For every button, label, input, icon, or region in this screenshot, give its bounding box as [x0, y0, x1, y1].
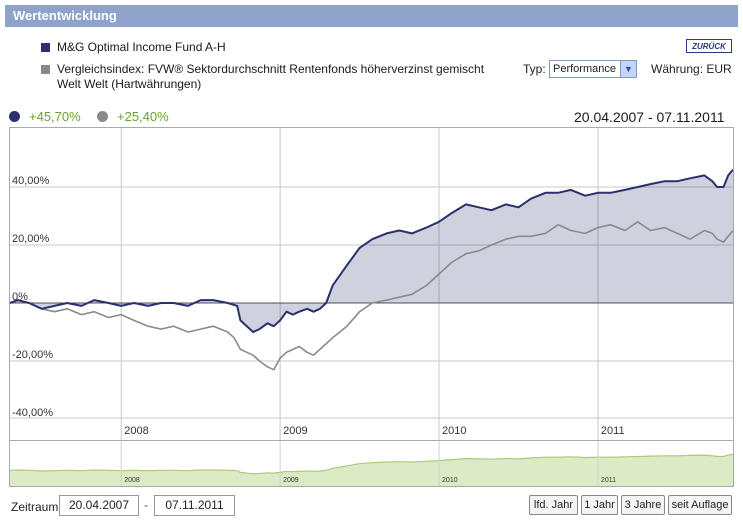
main-chart[interactable]: 40,00% 20,00% 0% -20,00% -40,00% 2008 2009 2010… — [9, 127, 734, 441]
index-legend-label-line1: Vergleichsindex: FVW® Sektordurchschnitt… — [57, 62, 485, 76]
range-button-lfd-jahr[interactable]: lfd. Jahr — [529, 495, 578, 515]
main-chart-svg: 40,00% 20,00% 0% -20,00% -40,00% 2008 2009 2010… — [10, 128, 733, 440]
x-tick-label: 2011 — [601, 425, 625, 437]
chevron-down-icon[interactable]: ▼ — [620, 61, 636, 77]
currency-label: Währung: EUR — [651, 62, 732, 76]
x-tick-label: 2009 — [283, 425, 307, 437]
index-performance-dot — [97, 111, 108, 122]
fund-series-line — [10, 168, 733, 333]
type-select[interactable]: Performance ▼ — [549, 60, 637, 78]
x-axis-band — [10, 418, 733, 440]
index-series-line — [10, 221, 733, 371]
navigator-tick-label: 2008 — [124, 477, 140, 484]
x-tick-label: 2008 — [124, 425, 148, 437]
panel-title: Wertentwicklung — [5, 5, 738, 27]
zeitraum-label: Zeitraum: — [11, 500, 62, 514]
fund-area-fill — [10, 169, 733, 332]
date-to-input[interactable]: 07.11.2011 — [154, 495, 235, 516]
fund-legend-label: M&G Optimal Income Fund A-H — [57, 40, 226, 54]
fund-performance-dot — [9, 111, 20, 122]
y-tick-label: -40,00% — [12, 407, 53, 419]
date-separator: - — [144, 498, 148, 512]
navigator-chart[interactable]: 2008 2009 2010 2011 — [9, 441, 734, 487]
navigator-chart-svg: 2008 2009 2010 2011 — [10, 441, 733, 486]
y-tick-label: 20,00% — [12, 233, 50, 245]
navigator-line — [10, 453, 733, 475]
fund-legend-swatch — [41, 43, 50, 52]
fund-performance-value: +45,70% — [29, 109, 81, 124]
navigator-area — [10, 454, 733, 486]
y-tick-label: 0% — [12, 291, 28, 303]
back-button[interactable]: ZURÜCK — [686, 39, 732, 53]
range-button-seit-auflage[interactable]: seit Auflage — [668, 495, 732, 515]
date-range-label: 20.04.2007 - 07.11.2011 — [574, 109, 725, 125]
type-label: Typ: — [523, 62, 546, 76]
range-button-1-jahr[interactable]: 1 Jahr — [581, 495, 618, 515]
x-tick-label: 2010 — [442, 425, 466, 437]
range-button-3-jahre[interactable]: 3 Jahre — [621, 495, 665, 515]
navigator-tick-label: 2009 — [283, 477, 299, 484]
navigator-tick-label: 2010 — [442, 477, 458, 484]
navigator-tick-label: 2011 — [601, 477, 616, 484]
index-performance-value: +25,40% — [117, 109, 169, 124]
index-legend-swatch — [41, 65, 50, 74]
y-tick-label: 40,00% — [12, 175, 50, 187]
index-legend-label-line2: Welt Welt (Hartwährungen) — [57, 77, 202, 91]
y-tick-label: -20,00% — [12, 349, 53, 361]
type-select-value: Performance — [553, 63, 616, 75]
date-from-input[interactable]: 20.04.2007 — [59, 495, 139, 516]
